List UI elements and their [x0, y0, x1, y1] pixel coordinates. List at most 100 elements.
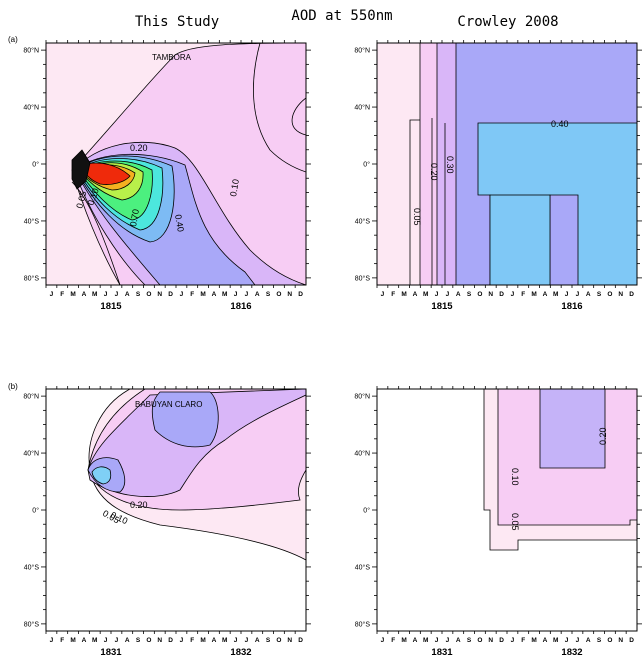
month-label: J [511, 637, 515, 644]
column-label-right: Crowley 2008 [457, 14, 558, 30]
fill-0.40 [91, 466, 112, 485]
year-label: 1816 [230, 301, 251, 312]
lat-label: 40°S [355, 217, 371, 225]
contour-0.10-north [253, 43, 306, 173]
month-label: O [146, 291, 151, 298]
lat-label: 40°N [354, 450, 370, 458]
lat-label: 0° [363, 507, 370, 515]
year-label: 1832 [230, 647, 251, 658]
month-label: O [607, 291, 612, 298]
month-label: J [565, 291, 569, 298]
month-label: N [287, 291, 292, 298]
month-label: A [543, 291, 548, 298]
month-label: D [629, 637, 634, 644]
month-label: M [553, 291, 558, 298]
month-label: S [467, 637, 472, 644]
contour-label-a-1: 0.10 [228, 178, 241, 197]
month-label: M [222, 637, 227, 644]
month-label: S [266, 637, 271, 644]
month-label: J [50, 291, 54, 298]
month-label: J [245, 291, 249, 298]
month-label: A [413, 637, 418, 644]
month-label: J [245, 637, 249, 644]
month-label: O [146, 637, 151, 644]
month-label: M [553, 637, 558, 644]
contour-label-a-5: 0.40 [173, 214, 186, 233]
panel-b-right: 0.20 0.10 0.05 J F M A M J J A S O N D J F M A M J J A S O N D1… [354, 386, 642, 658]
lat-label: 80°N [23, 47, 39, 55]
panel-letter-b: (b) [8, 382, 18, 391]
lat-label: 40°S [24, 217, 40, 225]
month-label: A [125, 291, 130, 298]
month-label: M [92, 291, 97, 298]
month-label: D [499, 291, 504, 298]
month-label: J [115, 291, 119, 298]
contour-label-d-0: 0.20 [598, 427, 608, 445]
lat-label: 80°N [354, 47, 370, 55]
month-label: A [456, 637, 461, 644]
month-label: N [287, 637, 292, 644]
month-label: M [423, 637, 428, 644]
lat-label: 80°N [354, 393, 370, 401]
month-label: M [70, 291, 75, 298]
month-label: F [190, 291, 194, 298]
month-label: A [82, 291, 87, 298]
year-label: 1816 [561, 301, 582, 312]
contour-0.05 [71, 181, 121, 285]
contour-label-c-0: 0.20 [130, 500, 148, 510]
lat-label: 80°S [355, 274, 371, 282]
lat-label: 0° [32, 507, 39, 515]
month-label: M [401, 637, 406, 644]
month-label: J [180, 637, 184, 644]
month-label: D [168, 291, 173, 298]
month-label: D [499, 637, 504, 644]
month-label: J [511, 291, 515, 298]
month-label: S [597, 637, 602, 644]
month-label: D [298, 291, 303, 298]
month-label: F [60, 637, 64, 644]
year-label: 1831 [431, 647, 453, 658]
lat-label: 40°N [23, 450, 39, 458]
month-label: J [381, 291, 385, 298]
month-label: J [104, 637, 108, 644]
contour-label-a-0: 0.20 [130, 143, 148, 153]
fill-0.20 [539, 389, 606, 469]
month-label: D [298, 637, 303, 644]
month-label: M [222, 291, 227, 298]
month-label: S [597, 291, 602, 298]
contour-label-a-4: 0.70 [128, 208, 141, 227]
month-label: F [521, 291, 525, 298]
month-label: N [157, 291, 162, 298]
lat-label: 80°S [24, 274, 40, 282]
contour-label-b-3: 0.05 [412, 208, 422, 226]
month-label: M [70, 637, 75, 644]
month-label: A [255, 637, 260, 644]
contour-0.10-east [291, 97, 306, 136]
year-label: 1831 [100, 647, 122, 658]
month-label: A [125, 637, 130, 644]
month-label: N [618, 291, 623, 298]
panel-a-left: (a) TAMBORA 0.20 0.10 0.05 0.10 0.70 0.4… [8, 35, 311, 312]
month-label: A [456, 291, 461, 298]
month-label: F [60, 291, 64, 298]
month-label: A [255, 291, 260, 298]
month-label: N [488, 291, 493, 298]
month-label: D [168, 637, 173, 644]
month-label: O [276, 291, 281, 298]
contour-label-b-2: 0.30 [445, 156, 455, 174]
month-label: M [92, 637, 97, 644]
month-label: J [234, 291, 238, 298]
contour-label-b-1: 0.20 [429, 163, 439, 181]
lat-label: 40°N [354, 104, 370, 112]
month-label: O [276, 637, 281, 644]
contour-label-d-1: 0.10 [510, 468, 520, 486]
fill-0.40-south-block [489, 194, 551, 285]
month-label: A [212, 637, 217, 644]
lat-label: 40°N [23, 104, 39, 112]
